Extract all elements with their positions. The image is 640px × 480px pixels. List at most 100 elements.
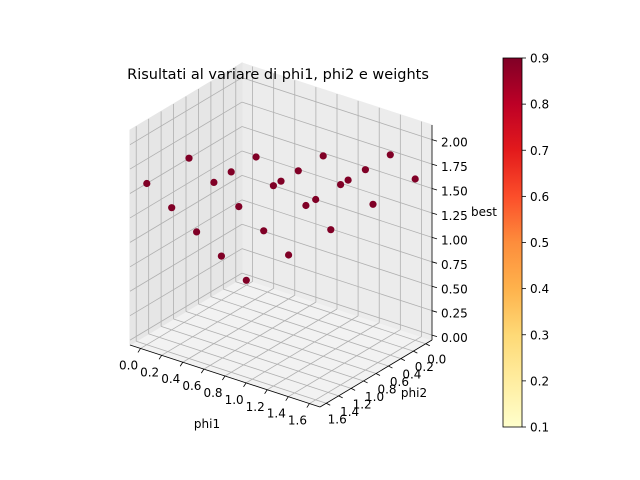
z-tick-mark: [431, 163, 438, 166]
data-point: [312, 195, 320, 204]
z-tick-label: 0.00: [441, 331, 468, 345]
colorbar-tick-label: 0.9: [530, 52, 549, 66]
y-tick-label: 0.6: [390, 375, 409, 389]
y-grid-floor: [235, 281, 426, 345]
y-tick-mark: [388, 365, 393, 369]
x-tick-mark: [158, 355, 163, 360]
z-tick-label: 1.50: [441, 185, 468, 199]
z-tick-label: 1.00: [441, 233, 468, 247]
z-grid-left: [129, 101, 243, 170]
axis-lines: [129, 125, 438, 408]
y-tick-label: 1.0: [365, 390, 384, 404]
data-point: [302, 201, 310, 210]
y-grid-floor: [173, 318, 364, 382]
colorbar-tick-label: 0.2: [530, 374, 549, 388]
colorbar-tick-label: 0.7: [530, 144, 549, 158]
data-point: [369, 200, 377, 208]
data-point: [193, 228, 201, 236]
y-tick-label: 1.2: [353, 397, 372, 411]
data-point: [344, 176, 352, 184]
y-axis-label: phi2: [401, 386, 427, 400]
colorbar-ticks: 0.1 0.2 0.3 0.4 0.5 0.6 0.7 0.8 0.9: [522, 52, 549, 435]
colorbar-tick-label: 0.4: [530, 282, 549, 296]
chart-title: Risultati al variare di phi1, phi2 e wei…: [127, 67, 429, 83]
z-tick-labels: 0.00 0.25 0.50 0.75 1.00 1.25 1.50 1.75 2.00: [441, 136, 468, 345]
data-point: [411, 175, 419, 183]
grid-lines: [129, 66, 433, 404]
z-tick-mark: [431, 139, 438, 142]
y-tick-mark: [413, 350, 418, 354]
y-tick-mark: [425, 343, 430, 347]
z-tick-label: 0.50: [441, 282, 468, 296]
z-grid-left: [129, 175, 243, 243]
z-tick-label: 1.75: [441, 160, 468, 174]
colorbar: 0.1 0.2 0.3 0.4 0.5 0.6 0.7 0.8 0.9: [502, 52, 549, 435]
y-grid-floor: [223, 288, 414, 352]
data-point: [242, 276, 250, 284]
y-tick-label: 1.6: [328, 412, 347, 426]
z-tick-label: 0.75: [441, 258, 468, 272]
y-grid-floor: [198, 303, 389, 367]
data-point: [337, 181, 345, 189]
y-tick-mark: [363, 380, 368, 384]
x-tick-labels: 0.0 0.2 0.4 0.6 0.8 1.0 1.2 1.4 1.6: [119, 358, 307, 427]
x-tick-label: 0.8: [203, 386, 222, 400]
y-tick-label: 0.2: [415, 360, 434, 374]
z-tick-label: 0.25: [441, 307, 468, 321]
data-point: [143, 179, 151, 188]
data-point: [285, 251, 293, 259]
z-grid-back: [241, 223, 433, 287]
z-grid-left: [129, 77, 243, 146]
colorbar-tick-label: 0.3: [530, 328, 549, 342]
z-tick-mark: [431, 310, 438, 313]
x-tick-label: 0.2: [140, 365, 159, 379]
data-point: [217, 252, 225, 260]
x-tick-label: 1.2: [246, 400, 265, 414]
data-point: [210, 178, 218, 186]
z-grid-left: [129, 272, 243, 341]
y-grid-floor: [210, 296, 402, 359]
colorbar-tick-label: 0.8: [530, 98, 549, 112]
y-grid-floor: [185, 311, 377, 374]
y-tick-mark: [375, 373, 381, 376]
z-grid-back: [241, 272, 433, 336]
y-tick-mark: [338, 395, 343, 399]
data-point: [327, 226, 335, 234]
data-point: [227, 168, 235, 176]
x-tick-mark: [200, 368, 205, 374]
y-tick-mark: [326, 402, 331, 406]
x-tick-label: 0.6: [182, 379, 201, 393]
z-tick-mark: [431, 188, 438, 191]
x-tick-label: 0.4: [161, 372, 180, 386]
x-tick-mark: [285, 396, 289, 401]
y-tick-label: 0.8: [377, 383, 396, 397]
z-tick-mark: [431, 334, 438, 337]
x-tick-mark: [306, 403, 310, 408]
z-grid-back: [241, 150, 433, 214]
z-grid-left: [129, 223, 243, 292]
y-tick-label: 0.4: [402, 368, 421, 382]
colorbar-tick-label: 0.6: [530, 190, 549, 204]
x-tick-label: 1.0: [225, 393, 244, 407]
scatter-points: [143, 151, 419, 284]
x-tick-label: 1.6: [288, 414, 307, 428]
data-point: [269, 182, 277, 190]
data-point: [319, 152, 327, 160]
z-tick-mark: [431, 212, 438, 215]
data-point: [260, 227, 268, 235]
colorbar-tick-label: 0.5: [530, 236, 549, 250]
z-grid-left: [129, 150, 243, 219]
data-point: [235, 203, 243, 211]
y-tick-label: 1.4: [340, 405, 359, 419]
z-tick-label: 1.25: [441, 209, 468, 223]
z-grid-left: [129, 248, 243, 317]
data-point: [168, 204, 176, 212]
data-point: [277, 177, 285, 185]
y-grid-floor: [160, 326, 352, 389]
z-grid-back: [241, 199, 433, 263]
z-tick-label: 2.00: [441, 136, 468, 150]
x-tick-mark: [264, 389, 268, 394]
x-tick-mark: [243, 382, 247, 388]
data-point: [185, 154, 193, 162]
